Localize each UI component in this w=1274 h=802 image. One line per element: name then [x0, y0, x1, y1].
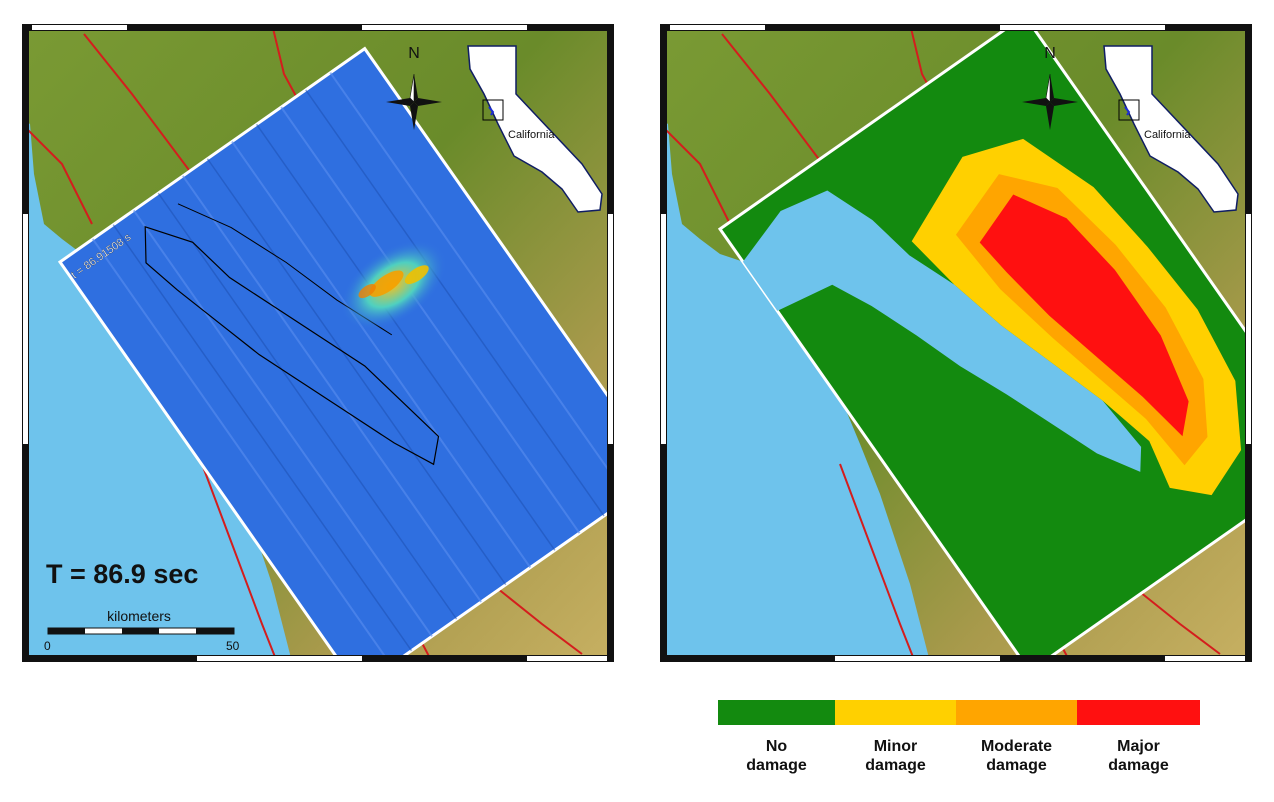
- legend-label-major-damage: Major damage: [1108, 738, 1169, 774]
- bay-shoreline: [144, 225, 440, 466]
- map-frame: [22, 24, 614, 662]
- shaking-simulation-map: t = 86.91508 s N California T = 86.9 sec…: [22, 24, 614, 662]
- bay-water: [742, 190, 1142, 472]
- major-damage-zone: [979, 194, 1189, 437]
- inset-label: California: [1144, 129, 1191, 141]
- scale-max: 50: [226, 639, 240, 653]
- legend-label-minor-damage: Minor damage: [865, 738, 926, 774]
- scale-min: 0: [44, 639, 51, 653]
- damage-legend: No damage Minor damage Moderate damage M…: [718, 700, 1200, 775]
- california-inset: [467, 45, 603, 213]
- simulation-panel: t = 86.91508 s: [57, 46, 614, 662]
- legend-label-no-damage: No damage: [746, 738, 807, 774]
- north-arrow-icon: [1022, 73, 1078, 130]
- california-inset: [1103, 45, 1239, 213]
- damage-panel: [717, 24, 1252, 662]
- inset-locator-box: [1118, 99, 1140, 121]
- legend-swatch-major-damage: [1077, 700, 1200, 725]
- scale-bar: [47, 627, 235, 635]
- legend-color-bar: [718, 700, 1200, 725]
- legend-swatch-minor-damage: [835, 700, 956, 725]
- scale-title: kilometers: [107, 608, 171, 624]
- inset-locator-box: [482, 99, 504, 121]
- inset-label: California: [508, 129, 555, 141]
- damage-map: N California: [660, 24, 1252, 662]
- time-label: T = 86.9 sec: [46, 559, 198, 589]
- legend-label-moderate-damage: Moderate damage: [980, 738, 1053, 774]
- north-label: N: [1044, 45, 1056, 62]
- north-arrow-icon: [386, 73, 442, 130]
- map-frame: [660, 24, 1252, 662]
- legend-swatch-no-damage: [718, 700, 835, 725]
- north-label: N: [408, 45, 420, 62]
- legend-swatch-moderate-damage: [956, 700, 1077, 725]
